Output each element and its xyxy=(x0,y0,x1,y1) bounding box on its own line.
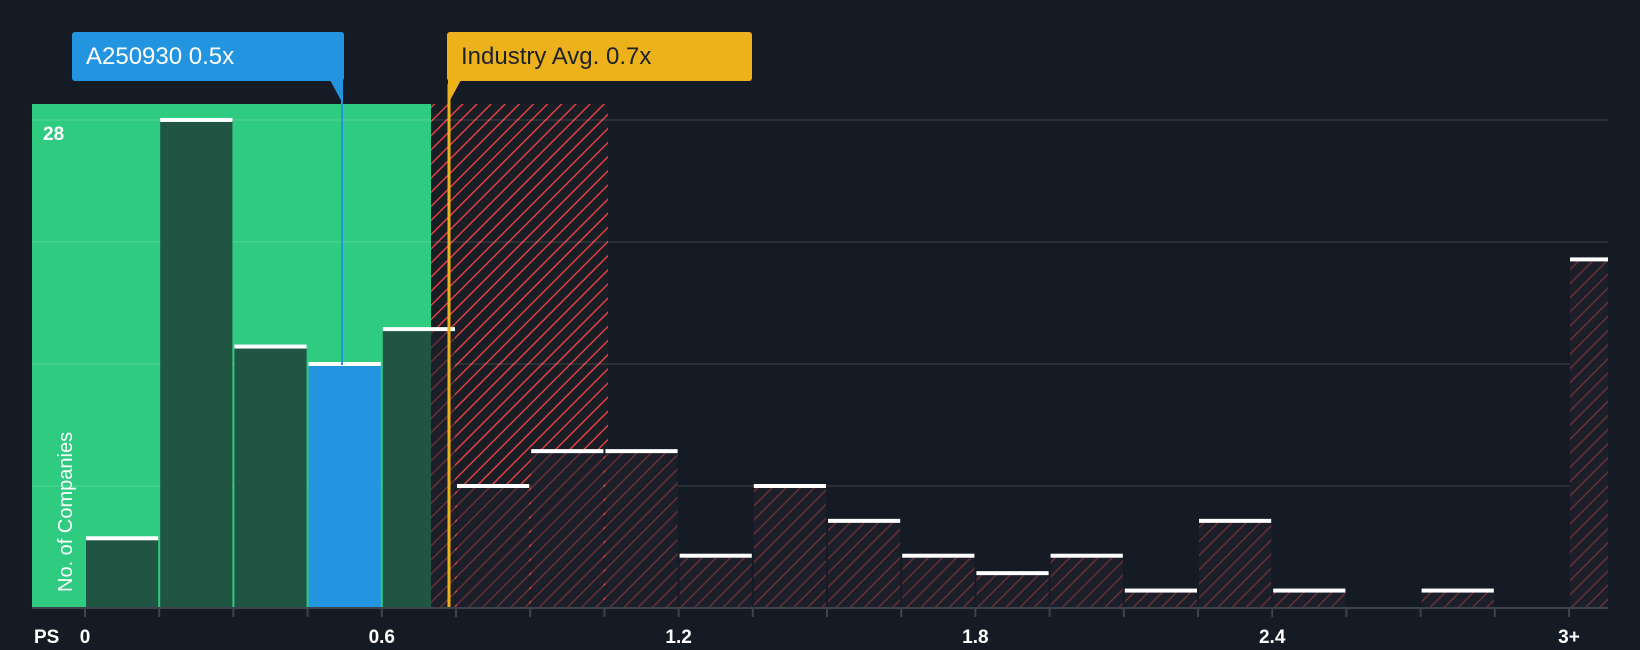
histogram-bar xyxy=(902,553,975,608)
x-tick-label: 1.8 xyxy=(962,627,989,648)
y-axis-max-tick: 28 xyxy=(43,124,65,145)
x-tick-label: 0.6 xyxy=(368,627,396,648)
x-tick-label: 3+ xyxy=(1558,627,1580,648)
x-axis-ticks xyxy=(84,609,1570,617)
histogram-bar xyxy=(234,344,307,608)
histogram-bar xyxy=(605,449,678,608)
histogram-bar xyxy=(828,518,901,608)
histogram-bar xyxy=(753,483,826,608)
industry-avg-label: Industry Avg. 0.7x xyxy=(447,32,752,81)
histogram-bar xyxy=(382,327,455,608)
x-axis-name: PS xyxy=(34,627,60,648)
histogram-bar xyxy=(1199,518,1272,608)
x-tick-label: 1.2 xyxy=(665,627,692,648)
industry-label-pointer xyxy=(448,80,461,104)
histogram-bar xyxy=(160,117,233,609)
y-axis-label: No. of Companies xyxy=(55,431,77,592)
histogram-bar xyxy=(86,536,159,608)
company-ps-label: A250930 0.5x xyxy=(72,32,344,81)
histogram-bar xyxy=(1570,257,1608,608)
x-tick-label: 0 xyxy=(79,627,91,648)
histogram-bar xyxy=(976,571,1049,608)
histogram-bar xyxy=(679,553,752,608)
histogram-bar xyxy=(308,361,381,608)
x-tick-label: 2.4 xyxy=(1258,627,1286,648)
histogram-bar xyxy=(1421,588,1494,608)
histogram-bar xyxy=(1273,588,1346,608)
histogram-bar xyxy=(457,483,530,608)
histogram-bar xyxy=(1124,588,1197,608)
company-label-pointer xyxy=(330,80,343,104)
histogram-bar xyxy=(531,449,604,608)
bars xyxy=(86,117,1608,609)
histogram-bar xyxy=(1050,553,1123,608)
